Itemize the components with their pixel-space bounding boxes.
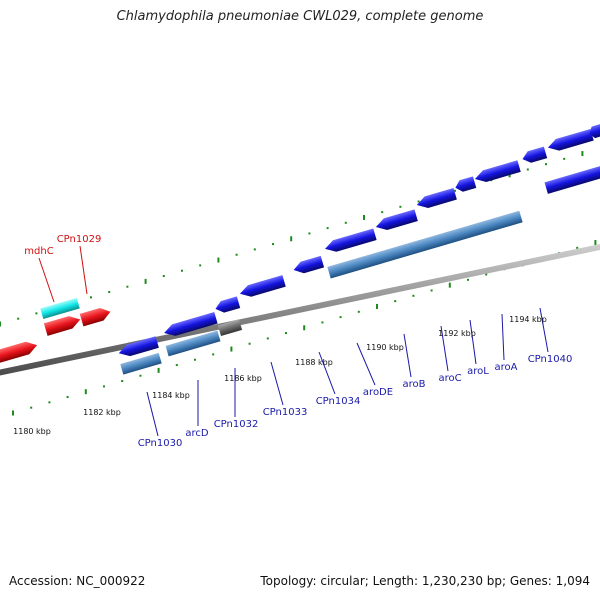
scale-labels: 1180 kbp 1182 kbp 1184 kbp 1186 kbp 1188 kbp… xyxy=(13,315,547,436)
label-cpn1030: CPn1030 xyxy=(138,438,183,449)
label-mdhc: mdhC xyxy=(24,246,53,257)
gene-blue xyxy=(215,296,241,313)
gene-blue-shape xyxy=(293,255,325,274)
gene-grey xyxy=(217,319,243,337)
label-aroc: aroC xyxy=(438,373,461,384)
label-aroa: aroA xyxy=(495,362,518,373)
label-cpn1032: CPn1032 xyxy=(214,419,259,430)
gene-blue-shape xyxy=(589,123,600,139)
accession-text: Accession: NC_000922 xyxy=(9,574,146,588)
gene-blue xyxy=(293,255,325,274)
gene-blue xyxy=(474,160,521,182)
scale-label: 1182 kbp xyxy=(83,408,121,417)
label-arode-leader xyxy=(356,342,376,386)
gene-mdhc xyxy=(40,297,80,320)
gene-red xyxy=(43,316,81,336)
gene-blue xyxy=(164,312,218,336)
gene-blue xyxy=(544,165,600,194)
scale-label: 1192 kbp xyxy=(438,329,476,338)
label-cpn1030-leader xyxy=(146,391,159,437)
operon-block xyxy=(120,352,162,375)
label-cpn1029: CPn1029 xyxy=(57,234,102,245)
scale-label: 1190 kbp xyxy=(366,343,404,352)
gene-red-shape xyxy=(43,316,81,336)
gene-blue-shape xyxy=(474,160,521,182)
gene-features xyxy=(0,123,600,375)
label-arcd: arcD xyxy=(185,428,209,439)
gene-red xyxy=(0,341,38,365)
gene-blue-shape xyxy=(215,296,241,313)
label-aroa-leader xyxy=(501,313,505,361)
gene-red xyxy=(79,307,111,327)
label-aroc-leader xyxy=(440,325,449,372)
label-cpn1033-leader xyxy=(270,361,284,406)
label-cpn1040: CPn1040 xyxy=(528,354,573,365)
gene-blue-shape xyxy=(547,128,594,151)
gene-blue xyxy=(325,228,377,252)
scale-label: 1184 kbp xyxy=(152,391,190,400)
gene-blue-shape xyxy=(239,275,286,297)
label-cpn1040-leader xyxy=(539,307,549,353)
gene-blue-shape xyxy=(118,336,159,357)
label-cpn1029-leader xyxy=(79,245,88,295)
gene-blue-shape xyxy=(325,228,377,252)
label-arode: aroDE xyxy=(363,387,393,398)
gene-blue-shape xyxy=(375,209,418,230)
gene-blue xyxy=(589,123,600,139)
gene-blue xyxy=(547,128,594,151)
gene-blue-shape xyxy=(416,188,457,208)
gene-blue xyxy=(416,188,457,208)
gene-blue xyxy=(522,146,548,163)
label-mdhc-leader xyxy=(38,257,55,303)
operon-block xyxy=(327,210,523,279)
label-cpn1034-leader xyxy=(318,351,336,395)
gene-blue xyxy=(239,275,286,297)
gene-red-shape xyxy=(0,341,38,365)
gene-blue-shape xyxy=(544,165,600,194)
scale-label: 1180 kbp xyxy=(13,427,51,436)
operon-block-shape xyxy=(120,352,162,375)
label-arol: aroL xyxy=(467,366,489,377)
scale-label: 1194 kbp xyxy=(509,315,547,324)
gene-grey-shape xyxy=(217,319,243,337)
label-cpn1033: CPn1033 xyxy=(263,407,308,418)
label-arob: aroB xyxy=(403,379,426,390)
gene-blue-shape xyxy=(455,176,477,192)
topology-text: Topology: circular; Length: 1,230,230 bp… xyxy=(260,574,590,588)
map-title: Chlamydophila pneumoniae CWL029, complet… xyxy=(116,9,484,24)
label-leaders xyxy=(38,245,549,437)
label-arob-leader xyxy=(403,333,412,378)
gene-blue xyxy=(118,336,159,357)
operon-block-shape xyxy=(165,330,221,357)
gene-mdhc-shape xyxy=(40,297,80,320)
gene-red-shape xyxy=(79,307,111,327)
operon-block xyxy=(165,330,221,357)
label-arol-leader xyxy=(469,319,477,365)
scale-label: 1188 kbp xyxy=(295,358,333,367)
operon-block-shape xyxy=(327,210,523,279)
gene-blue-shape xyxy=(164,312,218,336)
scale-label: 1186 kbp xyxy=(224,374,262,383)
label-cpn1034: CPn1034 xyxy=(316,396,361,407)
gene-blue-shape xyxy=(522,146,548,163)
gene-blue xyxy=(455,176,477,192)
tick-marks xyxy=(0,151,597,416)
gene-blue xyxy=(375,209,418,230)
